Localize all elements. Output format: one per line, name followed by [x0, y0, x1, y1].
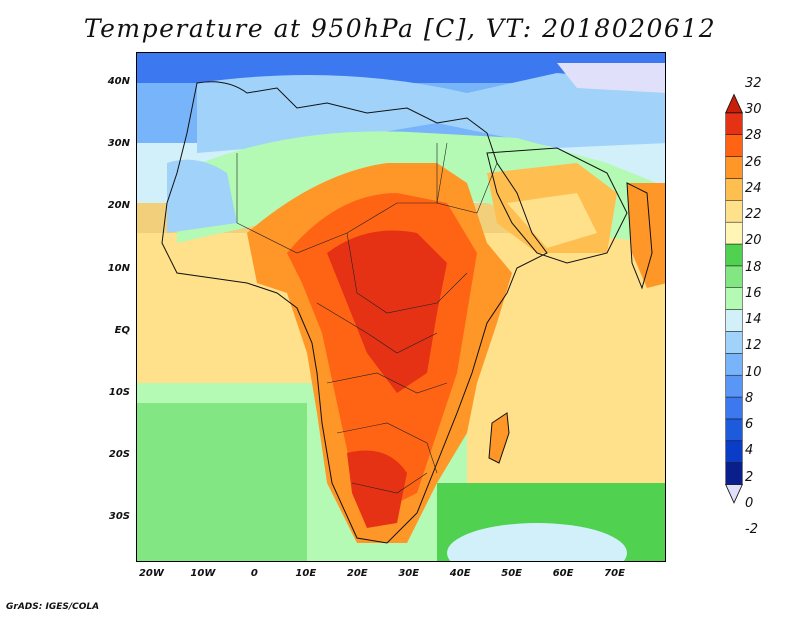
colorbar-arrow-bottom [725, 484, 743, 504]
africa-coastline [161, 81, 548, 544]
colorbar-label: 0 [745, 495, 754, 511]
colorbar-label: 4 [745, 443, 754, 459]
colorbar-box [725, 331, 743, 354]
colorbar-label: 32 [745, 76, 762, 91]
lon-label: 20W [138, 568, 164, 579]
colorbar-box [725, 396, 743, 420]
country-borders [236, 142, 498, 494]
colorbar-box [725, 265, 743, 288]
south-atlantic-green [137, 403, 307, 561]
border-south-central [336, 422, 438, 474]
madagascar [489, 413, 509, 463]
colorbar-box [725, 178, 743, 201]
colorbar-box [725, 287, 743, 310]
lon-label: 10W [190, 568, 216, 579]
colorbar [725, 93, 743, 504]
temperature-field [137, 53, 665, 561]
mediterranean-region [197, 73, 665, 153]
colorbar-label: 22 [745, 207, 762, 223]
west-sahara-cool [167, 159, 237, 233]
india-warm [627, 183, 665, 288]
colorbar-label: 14 [745, 312, 762, 328]
lon-label: 20E [346, 568, 368, 579]
colorbar-arrow-top [725, 93, 743, 114]
colorbar-label: 6 [745, 417, 754, 433]
colorbar-box [725, 309, 743, 332]
colorbar-box [725, 374, 743, 398]
lat-label: 10S [108, 387, 130, 399]
africa-hottest-north [327, 230, 447, 393]
border-central [316, 302, 438, 354]
colorbar-label: 20 [745, 233, 762, 249]
border-egypt [436, 143, 498, 214]
colorbar-label: 8 [745, 390, 754, 406]
lat-label: 30S [108, 511, 130, 523]
lon-label: 70E [604, 568, 625, 579]
map-title: Temperature at 950hPa [C], VT: 201802061… [83, 14, 717, 43]
coastlines [161, 81, 653, 544]
colorbar-label: -2 [745, 522, 758, 537]
colorbar-box [725, 243, 743, 267]
colorbar-label: 26 [745, 154, 762, 170]
lon-label: 10E [295, 568, 317, 579]
lat-label: 40N [107, 76, 130, 88]
colorbar-box [725, 112, 743, 135]
lon-label: 50E [501, 568, 522, 579]
colorbar-label: 28 [745, 128, 762, 144]
lon-label: 0 [250, 568, 258, 579]
colorbar-label: 12 [745, 338, 762, 354]
colorbar-box [725, 221, 743, 245]
lon-label: 30E [398, 568, 420, 579]
colorbar-box [725, 440, 743, 463]
footer-credit: GrADS: IGES/COLA [6, 602, 100, 612]
india-coastline [626, 182, 653, 290]
colorbar-label: 2 [745, 469, 754, 485]
lat-label: 20N [107, 200, 130, 212]
africa-hottest-south [347, 450, 407, 528]
border-sahel [346, 232, 468, 314]
arabia-coastline [486, 147, 628, 264]
temperature-map [136, 52, 666, 562]
colorbar-box [725, 462, 743, 485]
far-north-coldest [557, 63, 665, 93]
arabia-mild [507, 193, 597, 248]
colorbar-box [725, 156, 743, 179]
colorbar-box [725, 418, 743, 442]
colorbar-label: 10 [745, 364, 762, 380]
colorbar-box [725, 200, 743, 223]
colorbar-label: 18 [745, 259, 762, 275]
lat-label: 30N [107, 138, 130, 150]
colorbar-box [725, 134, 743, 157]
lon-label: 40E [449, 568, 471, 579]
colorbar-label: 30 [745, 102, 762, 118]
madagascar-coastline [488, 412, 510, 464]
lat-label: 10N [107, 262, 130, 274]
lat-label: 20S [108, 449, 130, 461]
south-indian-cool [447, 523, 627, 561]
colorbar-label: 16 [745, 285, 762, 301]
lon-label: 60E [552, 568, 574, 579]
colorbar-box [725, 353, 743, 376]
colorbar-label: 24 [745, 180, 762, 196]
border-congo [326, 372, 448, 394]
lat-label: EQ [114, 324, 130, 336]
border-south [351, 472, 428, 494]
